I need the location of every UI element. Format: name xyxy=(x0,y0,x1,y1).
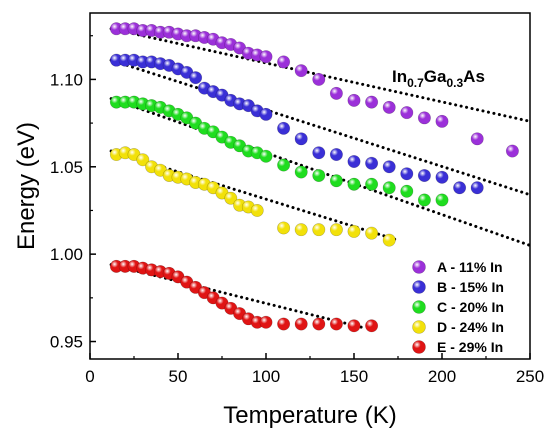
x-tick-label: 200 xyxy=(428,367,456,386)
x-tick-label: 50 xyxy=(169,367,188,386)
data-point xyxy=(277,121,291,135)
x-tick-label: 250 xyxy=(516,367,544,386)
data-point xyxy=(294,64,308,78)
data-point xyxy=(329,223,343,237)
data-point xyxy=(277,221,291,235)
sample-label: In0.7Ga0.3As xyxy=(392,67,485,90)
data-point xyxy=(365,226,379,240)
data-point xyxy=(259,50,273,64)
legend-label: E - 29% In xyxy=(437,339,503,355)
data-point xyxy=(312,223,326,237)
data-point xyxy=(347,93,361,107)
sample-label-in: In xyxy=(392,67,407,86)
data-point xyxy=(294,223,308,237)
data-point xyxy=(435,114,449,128)
data-point xyxy=(417,111,431,125)
data-point xyxy=(400,184,414,198)
data-point xyxy=(250,203,264,217)
data-point xyxy=(277,158,291,172)
data-point xyxy=(259,107,273,121)
sample-label-ga-fraction: 0.3 xyxy=(446,76,463,90)
data-point xyxy=(417,169,431,183)
sample-label-in-fraction: 0.7 xyxy=(407,76,424,90)
data-point xyxy=(294,317,308,331)
data-point xyxy=(470,181,484,195)
x-axis-title: Temperature (K) xyxy=(223,402,396,429)
data-point xyxy=(400,106,414,120)
data-point xyxy=(417,193,431,207)
legend: A - 11% In B - 15% In C - 20% In D - 24% In… xyxy=(412,259,504,355)
data-point xyxy=(382,100,396,114)
data-point xyxy=(312,72,326,86)
y-axis-title: Energy (eV) xyxy=(13,122,40,250)
y-tick-label: 1.05 xyxy=(50,158,83,177)
legend-marker xyxy=(412,320,426,334)
legend-marker xyxy=(412,280,426,294)
data-point xyxy=(329,86,343,100)
data-point xyxy=(435,193,449,207)
legend-marker xyxy=(412,300,426,314)
legend-label: C - 20% In xyxy=(437,299,504,315)
data-point xyxy=(277,317,291,331)
data-point xyxy=(505,144,519,158)
data-point xyxy=(294,132,308,146)
sample-label-ga: Ga xyxy=(424,67,447,86)
data-point xyxy=(347,155,361,169)
data-point xyxy=(382,181,396,195)
data-point xyxy=(347,224,361,238)
legend-label: B - 15% In xyxy=(437,279,504,295)
fit-line xyxy=(109,58,532,197)
x-tick-label: 100 xyxy=(252,367,280,386)
data-point xyxy=(365,95,379,109)
data-point xyxy=(382,233,396,247)
data-point xyxy=(382,160,396,174)
data-point xyxy=(435,170,449,184)
legend-label: A - 11% In xyxy=(437,259,503,275)
data-point xyxy=(224,191,238,205)
data-point xyxy=(347,319,361,333)
data-point xyxy=(259,149,273,163)
data-point xyxy=(329,317,343,331)
x-tick-label: 0 xyxy=(85,367,94,386)
data-point xyxy=(365,156,379,170)
data-point xyxy=(470,132,484,146)
data-point xyxy=(400,167,414,181)
data-point xyxy=(365,177,379,191)
legend-label: D - 24% In xyxy=(437,319,504,335)
legend-marker xyxy=(412,260,426,274)
data-points xyxy=(109,22,519,333)
data-point xyxy=(312,317,326,331)
data-point xyxy=(329,148,343,162)
y-tick-label: 0.95 xyxy=(50,333,83,352)
data-point xyxy=(312,169,326,183)
y-tick-label: 1.00 xyxy=(50,245,83,264)
fit-line xyxy=(109,263,365,330)
fit-line xyxy=(109,97,532,247)
data-point xyxy=(329,174,343,188)
data-point xyxy=(189,71,203,85)
x-tick-label: 150 xyxy=(340,367,368,386)
data-point xyxy=(365,319,379,333)
data-point xyxy=(136,153,150,167)
data-point xyxy=(312,146,326,160)
legend-marker xyxy=(412,340,426,354)
y-tick-label: 1.10 xyxy=(50,70,83,89)
data-point xyxy=(347,177,361,191)
fit-line xyxy=(109,27,532,123)
data-point xyxy=(453,181,467,195)
data-point xyxy=(259,315,273,329)
sample-label-as: As xyxy=(463,67,485,86)
data-point xyxy=(277,55,291,69)
axis-ticks: 0 50 100 150 200 250 0.95 1.00 1.05 1.10 xyxy=(50,35,544,386)
data-point xyxy=(294,165,308,179)
